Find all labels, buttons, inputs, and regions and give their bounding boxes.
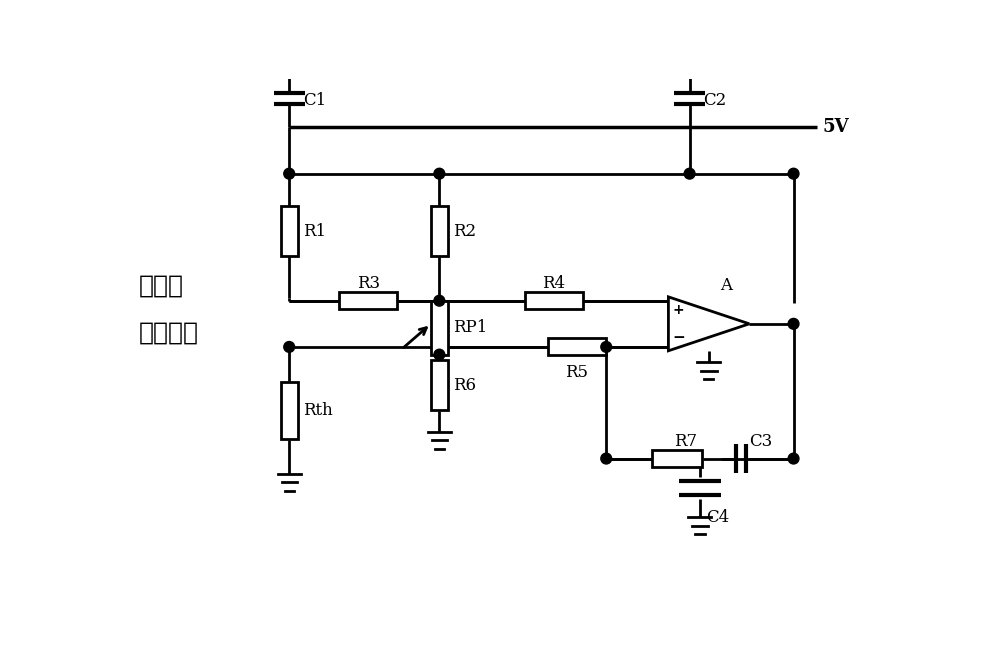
Text: 激光器: 激光器 <box>139 273 184 297</box>
Polygon shape <box>668 297 749 351</box>
Circle shape <box>684 168 695 179</box>
Text: +: + <box>673 303 684 317</box>
Bar <box>339 292 397 309</box>
Circle shape <box>434 349 445 360</box>
Bar <box>281 382 298 440</box>
Bar <box>525 292 583 309</box>
Text: R2: R2 <box>453 222 476 240</box>
Text: R5: R5 <box>565 364 588 381</box>
Text: C1: C1 <box>303 92 326 109</box>
Circle shape <box>788 168 799 179</box>
Bar <box>431 361 448 411</box>
Bar <box>652 450 702 467</box>
Text: C3: C3 <box>749 433 772 450</box>
Bar <box>431 301 448 355</box>
Text: R7: R7 <box>674 433 697 450</box>
Circle shape <box>601 342 612 352</box>
Text: Rth: Rth <box>303 402 333 419</box>
Text: 偏置电流: 偏置电流 <box>139 321 199 345</box>
Text: A: A <box>720 277 732 294</box>
Text: 5V: 5V <box>823 118 849 136</box>
Bar <box>281 206 298 256</box>
Text: R4: R4 <box>542 275 565 292</box>
Circle shape <box>601 453 612 464</box>
Circle shape <box>788 453 799 464</box>
Bar <box>548 338 606 355</box>
Text: C2: C2 <box>703 92 727 109</box>
Text: C4: C4 <box>706 509 729 526</box>
Text: R6: R6 <box>453 377 476 394</box>
Text: R3: R3 <box>357 275 380 292</box>
Bar <box>431 206 448 256</box>
Circle shape <box>434 168 445 179</box>
Circle shape <box>788 318 799 329</box>
Circle shape <box>434 295 445 306</box>
Circle shape <box>284 342 295 352</box>
Text: −: − <box>672 330 685 345</box>
Text: R1: R1 <box>303 222 326 240</box>
Circle shape <box>284 168 295 179</box>
Text: RP1: RP1 <box>453 319 488 336</box>
